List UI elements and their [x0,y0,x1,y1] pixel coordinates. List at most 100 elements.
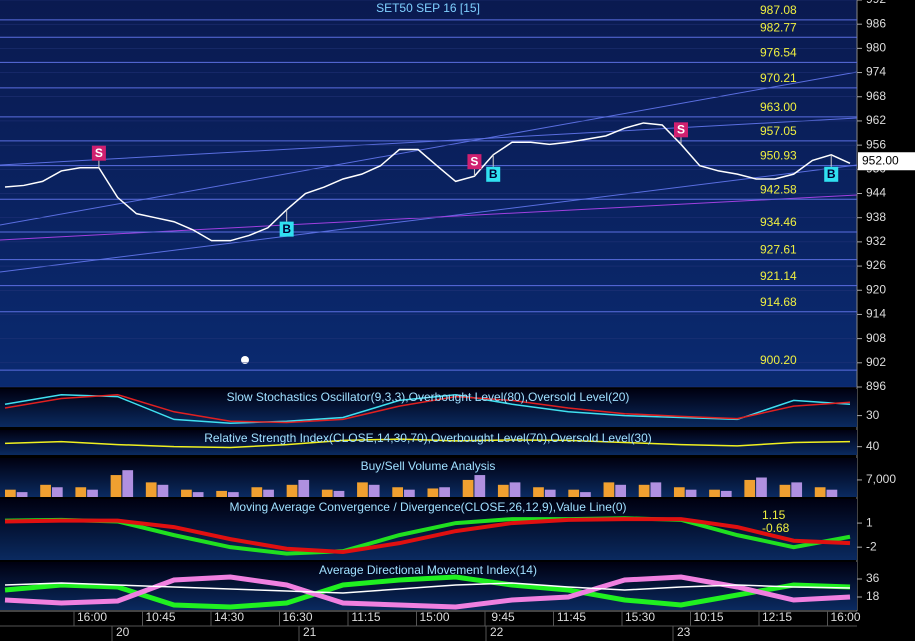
volume-bar [251,487,263,497]
level-label: 914.68 [760,295,797,309]
volume-bar [744,479,756,497]
x-tick-label: 9:45 [491,610,515,624]
volume-bar [720,490,732,497]
volume-bar [603,482,615,497]
x-tick-label: 15:00 [419,610,449,624]
y-tick-label: 992 [866,0,886,6]
x-tick-label: 12:15 [762,610,792,624]
y-tick-label: 896 [866,379,886,393]
cursor-dot [241,356,249,364]
volume-bar [357,482,368,497]
x-tick-label: 11:45 [557,610,586,624]
signal-marker [91,145,106,161]
y-tick-label: 914 [866,307,886,321]
x-tick-label: 16:30 [282,610,312,624]
data-line [4,517,851,554]
volume-bar [814,487,826,497]
date-label: 21 [303,625,317,639]
y-tick-label: 986 [866,16,886,30]
date-label: 22 [490,625,504,639]
y-tick-label: 7,000 [866,472,896,486]
volume-bar [685,489,697,497]
y-tick-label: 18 [866,589,880,603]
panel-title: Average Directional Movement Index(14) [319,563,537,577]
level-label: 950.93 [760,149,797,163]
panel-title: SET50 SEP 16 [15] [376,1,480,15]
y-tick-label: 932 [866,234,886,248]
level-label: 942.58 [760,182,797,196]
data-line [4,438,851,449]
volume-bar [286,484,298,497]
volume-bar [40,484,51,497]
level-label: 963.00 [760,100,797,114]
y-tick-label: 902 [866,355,886,369]
volume-bar [779,484,791,497]
volume-bar [404,489,415,497]
y-tick-label: 36 [866,571,880,585]
volume-bar [122,470,134,497]
data-line [4,122,851,242]
volume-bar [709,489,720,497]
volume-bar [321,489,333,497]
volume-bar [16,492,28,497]
volume-bar [826,489,838,497]
volume-bar [181,489,192,497]
panel-title: Relative Strength Index(CLOSE,14,30,70),… [204,431,652,445]
level-label: 970.21 [760,71,797,85]
y-tick-label: 968 [866,89,886,103]
volume-bar [75,487,87,497]
x-tick-label: 14:30 [214,610,244,624]
volume-bar [791,482,803,497]
indicator-panel [0,389,857,427]
volume-bar [263,489,274,497]
trend-line [0,164,858,273]
volume-bar [462,479,474,497]
volume-bar [673,487,685,497]
date-label: 23 [677,625,691,639]
value-label: 1.15 [762,508,786,522]
signal-marker [486,166,501,182]
indicator-panel [0,430,857,455]
y-tick-label: 40 [866,439,880,453]
y-tick-label: 980 [866,41,886,55]
volume-bar [427,488,439,497]
volume-bar [392,487,404,497]
volume-bar [497,484,509,497]
volume-bar [544,489,556,497]
signal-marker [824,166,839,182]
x-tick-label: 16:00 [830,610,860,624]
y-tick-label: 974 [866,65,886,79]
data-line [4,574,851,610]
volume-bar [145,482,157,497]
data-line [4,574,851,610]
panel-title: Slow Stochastics Oscillator(9,3,3),Overb… [227,390,630,404]
level-label: 934.46 [760,215,797,229]
volume-bar [5,489,16,497]
level-label: 982.77 [760,20,797,34]
volume-bar [580,492,591,497]
signal-marker [279,221,294,237]
signal-label: S [677,122,685,136]
signal-marker [467,154,482,170]
volume-bar [110,475,122,497]
y-tick-label: 30 [866,408,880,422]
trend-line [0,117,858,166]
volume-bar [157,484,169,497]
volume-bar [615,484,627,497]
volume-bar [368,484,380,497]
y-tick-label: 962 [866,113,886,127]
y-tick-label: 926 [866,258,886,272]
y-tick-label: 956 [866,137,886,151]
level-label: 900.20 [760,353,797,367]
volume-bar [638,484,650,497]
last-price-box [858,152,915,171]
volume-bar [192,492,204,497]
x-tick-label: 16:00 [77,610,107,624]
last-price-label: 952.00 [862,153,899,167]
x-tick-label: 10:45 [145,610,175,624]
panel-title: Buy/Sell Volume Analysis [361,459,496,473]
data-line [4,516,851,556]
y-tick-label: 1 [866,515,873,529]
volume-bar [650,482,662,497]
signal-label: B [489,167,498,181]
